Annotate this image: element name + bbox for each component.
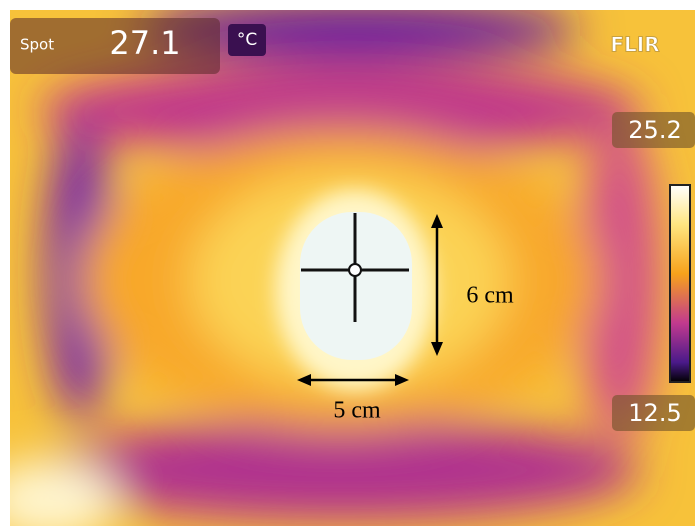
thermal-background (0, 0, 695, 526)
width-label: 5 cm (333, 398, 381, 424)
brand-logo: FLIR (610, 33, 659, 57)
height-label: 6 cm (466, 283, 514, 309)
unit: °C (237, 30, 257, 50)
spot-label: Spot (20, 36, 54, 54)
scale-max: 25.2 (628, 116, 681, 144)
scale-min: 12.5 (628, 399, 681, 427)
color-scale (670, 185, 690, 382)
thermal-image: 6 cm 5 cm Spot 27.1 °C FLIR 25.2 12.5 (0, 0, 695, 526)
spot-value: 27.1 (109, 24, 180, 62)
page: {"overlay": {"spot_label": "Spot", "spot… (0, 0, 695, 526)
